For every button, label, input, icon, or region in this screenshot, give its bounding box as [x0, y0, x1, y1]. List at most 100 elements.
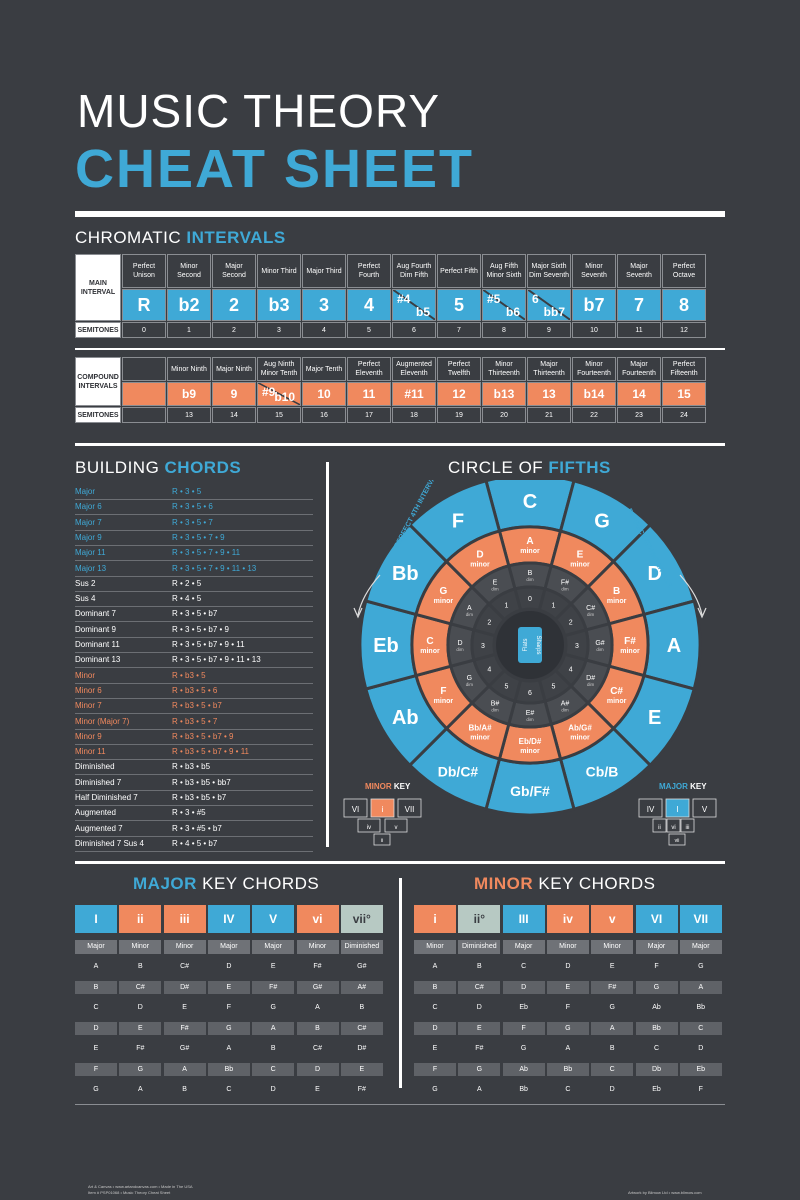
chord-note: D# — [357, 1045, 367, 1052]
chord-row: Diminished 7 R • b3 • b5 • bb7 — [75, 775, 313, 791]
interval-symbol: 9 — [212, 382, 256, 406]
chord-name: Diminished — [75, 762, 115, 772]
chord-note: C — [653, 1045, 660, 1052]
semitone-count: 20 — [482, 407, 526, 423]
minor-key-note: F — [440, 686, 446, 697]
dim-word: dim — [491, 586, 499, 591]
dim-note: E# — [526, 710, 535, 717]
compound-intervals-table: COMPOUND INTERVALS Minor Ninth Major Ninth… — [74, 356, 707, 424]
interval-divider — [75, 348, 725, 350]
chord-note: C# — [313, 1045, 322, 1052]
chord-row: Diminished 7 Sus 4 R • 4 • 5 • b7 — [75, 836, 313, 852]
roman-numeral: ii° — [458, 905, 501, 933]
accidental-count: 4 — [487, 667, 491, 674]
row-band — [252, 1062, 295, 1076]
fan-top-cell — [370, 798, 395, 818]
major-key-label: Db/C# — [438, 764, 479, 780]
interval-name: Major Fourteenth — [617, 357, 661, 381]
major-key-label: Ab — [392, 707, 419, 729]
symbol-upper: #9 — [262, 385, 276, 399]
arrow-right — [679, 574, 703, 616]
chord-formula: R • 2 • 5 — [172, 578, 202, 588]
chord-name: Dominant 11 — [75, 640, 120, 649]
interval-name: Minor Fourteenth — [572, 357, 616, 381]
minor-key-note: F# — [624, 636, 636, 647]
interval-symbol: R — [122, 289, 166, 321]
top-divider — [75, 211, 725, 217]
dim-word: dim — [561, 586, 569, 591]
chord-note: D — [698, 1045, 704, 1052]
chord-formula: R • 3 • 5 • 7 • 9 • 11 • 13 — [172, 563, 257, 573]
chord-note: C — [93, 1004, 99, 1011]
chord-note: C — [270, 1065, 276, 1073]
row-band — [340, 1021, 383, 1035]
chord-formula: R • 3 • 5 • 7 — [172, 517, 213, 527]
chord-row: Major 9 R • 3 • 5 • 7 • 9 — [75, 530, 313, 546]
major-key-label: Cb/B — [586, 764, 619, 780]
chord-note: G — [653, 983, 660, 991]
fan-top-label: IV — [647, 805, 655, 814]
accidental-count: 1 — [552, 602, 556, 609]
row-band — [207, 980, 250, 994]
interval-name: Major Third — [302, 254, 346, 288]
chord-row: Dominant 9 R • 3 • 5 • b7 • 9 — [75, 622, 313, 638]
row-band — [679, 1062, 722, 1076]
interval-name: Minor Thirteenth — [482, 357, 526, 381]
chord-name: Minor (Major 7) — [75, 716, 130, 726]
footer-left-1: Art & Canvas • www.artandcanvas.com • Ma… — [88, 1184, 193, 1189]
interval-name: Perfect Fifteenth — [662, 357, 706, 381]
chord-note: Db — [652, 1065, 661, 1073]
minor-key-note: A — [526, 536, 533, 547]
chord-formula: R • 3 • 5 • b7 • 9 • 11 • 13 — [172, 655, 261, 665]
chord-quality: Major — [635, 940, 678, 954]
accidental-count: 2 — [569, 620, 573, 627]
fan-top-cell — [638, 798, 663, 818]
roman-numeral: I — [75, 905, 117, 933]
interval-symbol: 2 — [212, 289, 256, 321]
chord-note: D — [137, 1004, 143, 1011]
chord-note: D — [476, 1004, 482, 1011]
chord-note: C# — [357, 1024, 367, 1032]
circle-title: CIRCLE OF FIFTHS — [448, 458, 611, 477]
footer-right: Artwork by Blimow Ltd • www.blimow.com — [628, 1190, 702, 1195]
dim-word: dim — [526, 717, 534, 722]
chord-row: Sus 2 R • 2 • 5 — [75, 576, 313, 592]
interval-symbol: b3 — [257, 289, 301, 321]
chord-formula: R • b3 • 5 • b7 • 9 • 11 — [172, 747, 250, 757]
semitone-count: 14 — [212, 407, 256, 423]
chord-name: Diminished 7 Sus 4 — [75, 838, 144, 848]
chord-note: A — [270, 1024, 276, 1032]
chord-row: Minor 11 R • b3 • 5 • b7 • 9 • 11 — [75, 744, 313, 761]
chord-name: Major — [75, 487, 96, 496]
semitone-count: 3 — [257, 322, 301, 338]
row-band — [679, 1021, 722, 1035]
chord-note: E — [432, 1045, 438, 1052]
fan-bottom-label: vi — [671, 825, 675, 831]
interval-symbol: 13 — [527, 382, 571, 406]
chord-formula: R • b3 • b5 • b7 — [172, 793, 227, 802]
chromatic-title: CHROMATIC INTERVALS — [75, 228, 286, 247]
chord-quality: Minor — [414, 940, 456, 954]
accidental-count: 3 — [481, 643, 485, 650]
interval-name: Major Tenth — [302, 357, 346, 381]
symbol-upper: 6 — [532, 292, 539, 306]
fan-top-label: V — [702, 805, 708, 814]
interval-symbol-split: #4 b5 — [392, 289, 436, 321]
chord-row: Minor 7 R • b3 • 5 • b7 — [75, 698, 313, 715]
building-chords-title: BUILDING CHORDS — [75, 458, 242, 477]
interval-name: Perfect Unison — [122, 254, 166, 288]
interval-name: Minor Second — [167, 254, 211, 288]
row-band — [591, 1021, 634, 1035]
sharps-label: Sharps — [535, 635, 541, 654]
chord-note: C — [432, 1004, 438, 1011]
chord-row: Major 7 R • 3 • 5 • 7 — [75, 515, 313, 531]
minor-key-word: minor — [434, 598, 454, 605]
chord-note: A — [432, 963, 438, 970]
chord-note: A — [698, 983, 704, 991]
major-key-label: Gb/F# — [510, 783, 550, 799]
chord-note: G# — [179, 1045, 190, 1052]
dim-word: dim — [526, 577, 534, 582]
row-band — [502, 1062, 545, 1076]
chord-note: F# — [136, 1045, 145, 1052]
title-line-1: MUSIC THEORY — [77, 85, 441, 137]
